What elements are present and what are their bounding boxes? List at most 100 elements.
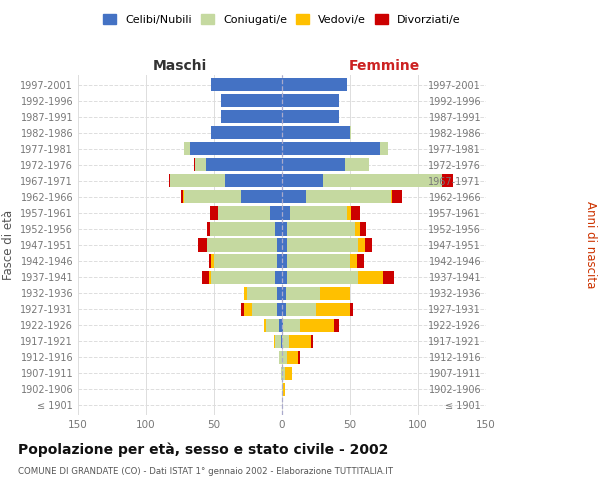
Bar <box>334 318 339 332</box>
Bar <box>350 126 352 140</box>
Bar <box>350 302 353 316</box>
Bar <box>282 383 283 396</box>
Bar <box>358 238 365 252</box>
Bar <box>211 254 214 268</box>
Bar <box>282 302 286 316</box>
Bar <box>277 254 282 268</box>
Bar <box>183 190 184 203</box>
Bar <box>359 222 367 235</box>
Bar <box>307 190 391 203</box>
Bar <box>282 366 285 380</box>
Bar <box>282 238 287 252</box>
Bar <box>282 94 339 107</box>
Bar <box>287 238 358 252</box>
Bar <box>323 174 442 188</box>
Bar <box>206 158 282 172</box>
Bar <box>282 158 344 172</box>
Bar <box>290 206 347 220</box>
Bar <box>283 318 299 332</box>
Bar <box>281 334 282 348</box>
Bar <box>285 366 292 380</box>
Bar <box>357 254 364 268</box>
Bar <box>282 190 307 203</box>
Bar <box>320 286 350 300</box>
Bar <box>225 174 282 188</box>
Bar <box>274 334 275 348</box>
Bar <box>279 318 282 332</box>
Bar <box>194 158 195 172</box>
Bar <box>358 270 383 283</box>
Bar <box>355 222 359 235</box>
Bar <box>275 270 282 283</box>
Bar <box>197 238 207 252</box>
Bar <box>270 206 282 220</box>
Bar <box>282 110 339 124</box>
Bar <box>221 110 282 124</box>
Bar <box>195 158 206 172</box>
Bar <box>169 174 170 188</box>
Bar <box>211 270 275 283</box>
Bar <box>266 318 279 332</box>
Bar <box>181 190 183 203</box>
Bar <box>209 254 211 268</box>
Bar <box>283 383 285 396</box>
Bar <box>211 126 282 140</box>
Bar <box>277 286 282 300</box>
Bar <box>207 222 210 235</box>
Y-axis label: Fasce di età: Fasce di età <box>2 210 15 280</box>
Bar <box>352 206 359 220</box>
Text: Maschi: Maschi <box>153 60 207 74</box>
Bar <box>282 270 287 283</box>
Bar <box>210 206 218 220</box>
Text: Popolazione per età, sesso e stato civile - 2002: Popolazione per età, sesso e stato civil… <box>18 442 388 457</box>
Bar <box>184 190 241 203</box>
Bar <box>247 286 277 300</box>
Bar <box>282 222 287 235</box>
Bar <box>282 318 283 332</box>
Bar <box>184 142 190 156</box>
Bar <box>275 222 282 235</box>
Bar <box>287 350 298 364</box>
Bar <box>252 302 277 316</box>
Bar <box>281 366 282 380</box>
Bar <box>380 142 388 156</box>
Bar <box>277 302 282 316</box>
Bar <box>391 190 392 203</box>
Bar <box>241 190 282 203</box>
Bar <box>282 286 286 300</box>
Bar <box>347 206 352 220</box>
Bar <box>202 270 209 283</box>
Bar <box>282 174 323 188</box>
Bar <box>214 254 277 268</box>
Bar <box>277 238 282 252</box>
Bar <box>365 238 372 252</box>
Bar <box>241 302 244 316</box>
Bar <box>211 78 282 91</box>
Bar <box>282 206 290 220</box>
Bar <box>311 334 313 348</box>
Bar <box>275 334 281 348</box>
Bar <box>282 254 287 268</box>
Bar <box>244 302 252 316</box>
Bar <box>170 174 225 188</box>
Bar <box>265 318 266 332</box>
Bar <box>286 286 320 300</box>
Text: Femmine: Femmine <box>349 60 419 74</box>
Bar <box>279 350 282 364</box>
Bar <box>392 190 401 203</box>
Bar <box>210 222 275 235</box>
Bar <box>282 350 287 364</box>
Text: Anni di nascita: Anni di nascita <box>584 202 597 288</box>
Bar <box>299 318 334 332</box>
Bar <box>209 270 211 283</box>
Bar <box>350 254 357 268</box>
Text: COMUNE DI GRANDATE (CO) - Dati ISTAT 1° gennaio 2002 - Elaborazione TUTTITALIA.I: COMUNE DI GRANDATE (CO) - Dati ISTAT 1° … <box>18 468 393 476</box>
Bar <box>383 270 394 283</box>
Bar <box>442 174 454 188</box>
Bar <box>190 142 282 156</box>
Legend: Celibi/Nubili, Coniugati/e, Vedovi/e, Divorziati/e: Celibi/Nubili, Coniugati/e, Vedovi/e, Di… <box>100 10 464 28</box>
Bar <box>218 206 270 220</box>
Bar <box>287 222 355 235</box>
Bar <box>244 286 247 300</box>
Bar <box>287 254 350 268</box>
